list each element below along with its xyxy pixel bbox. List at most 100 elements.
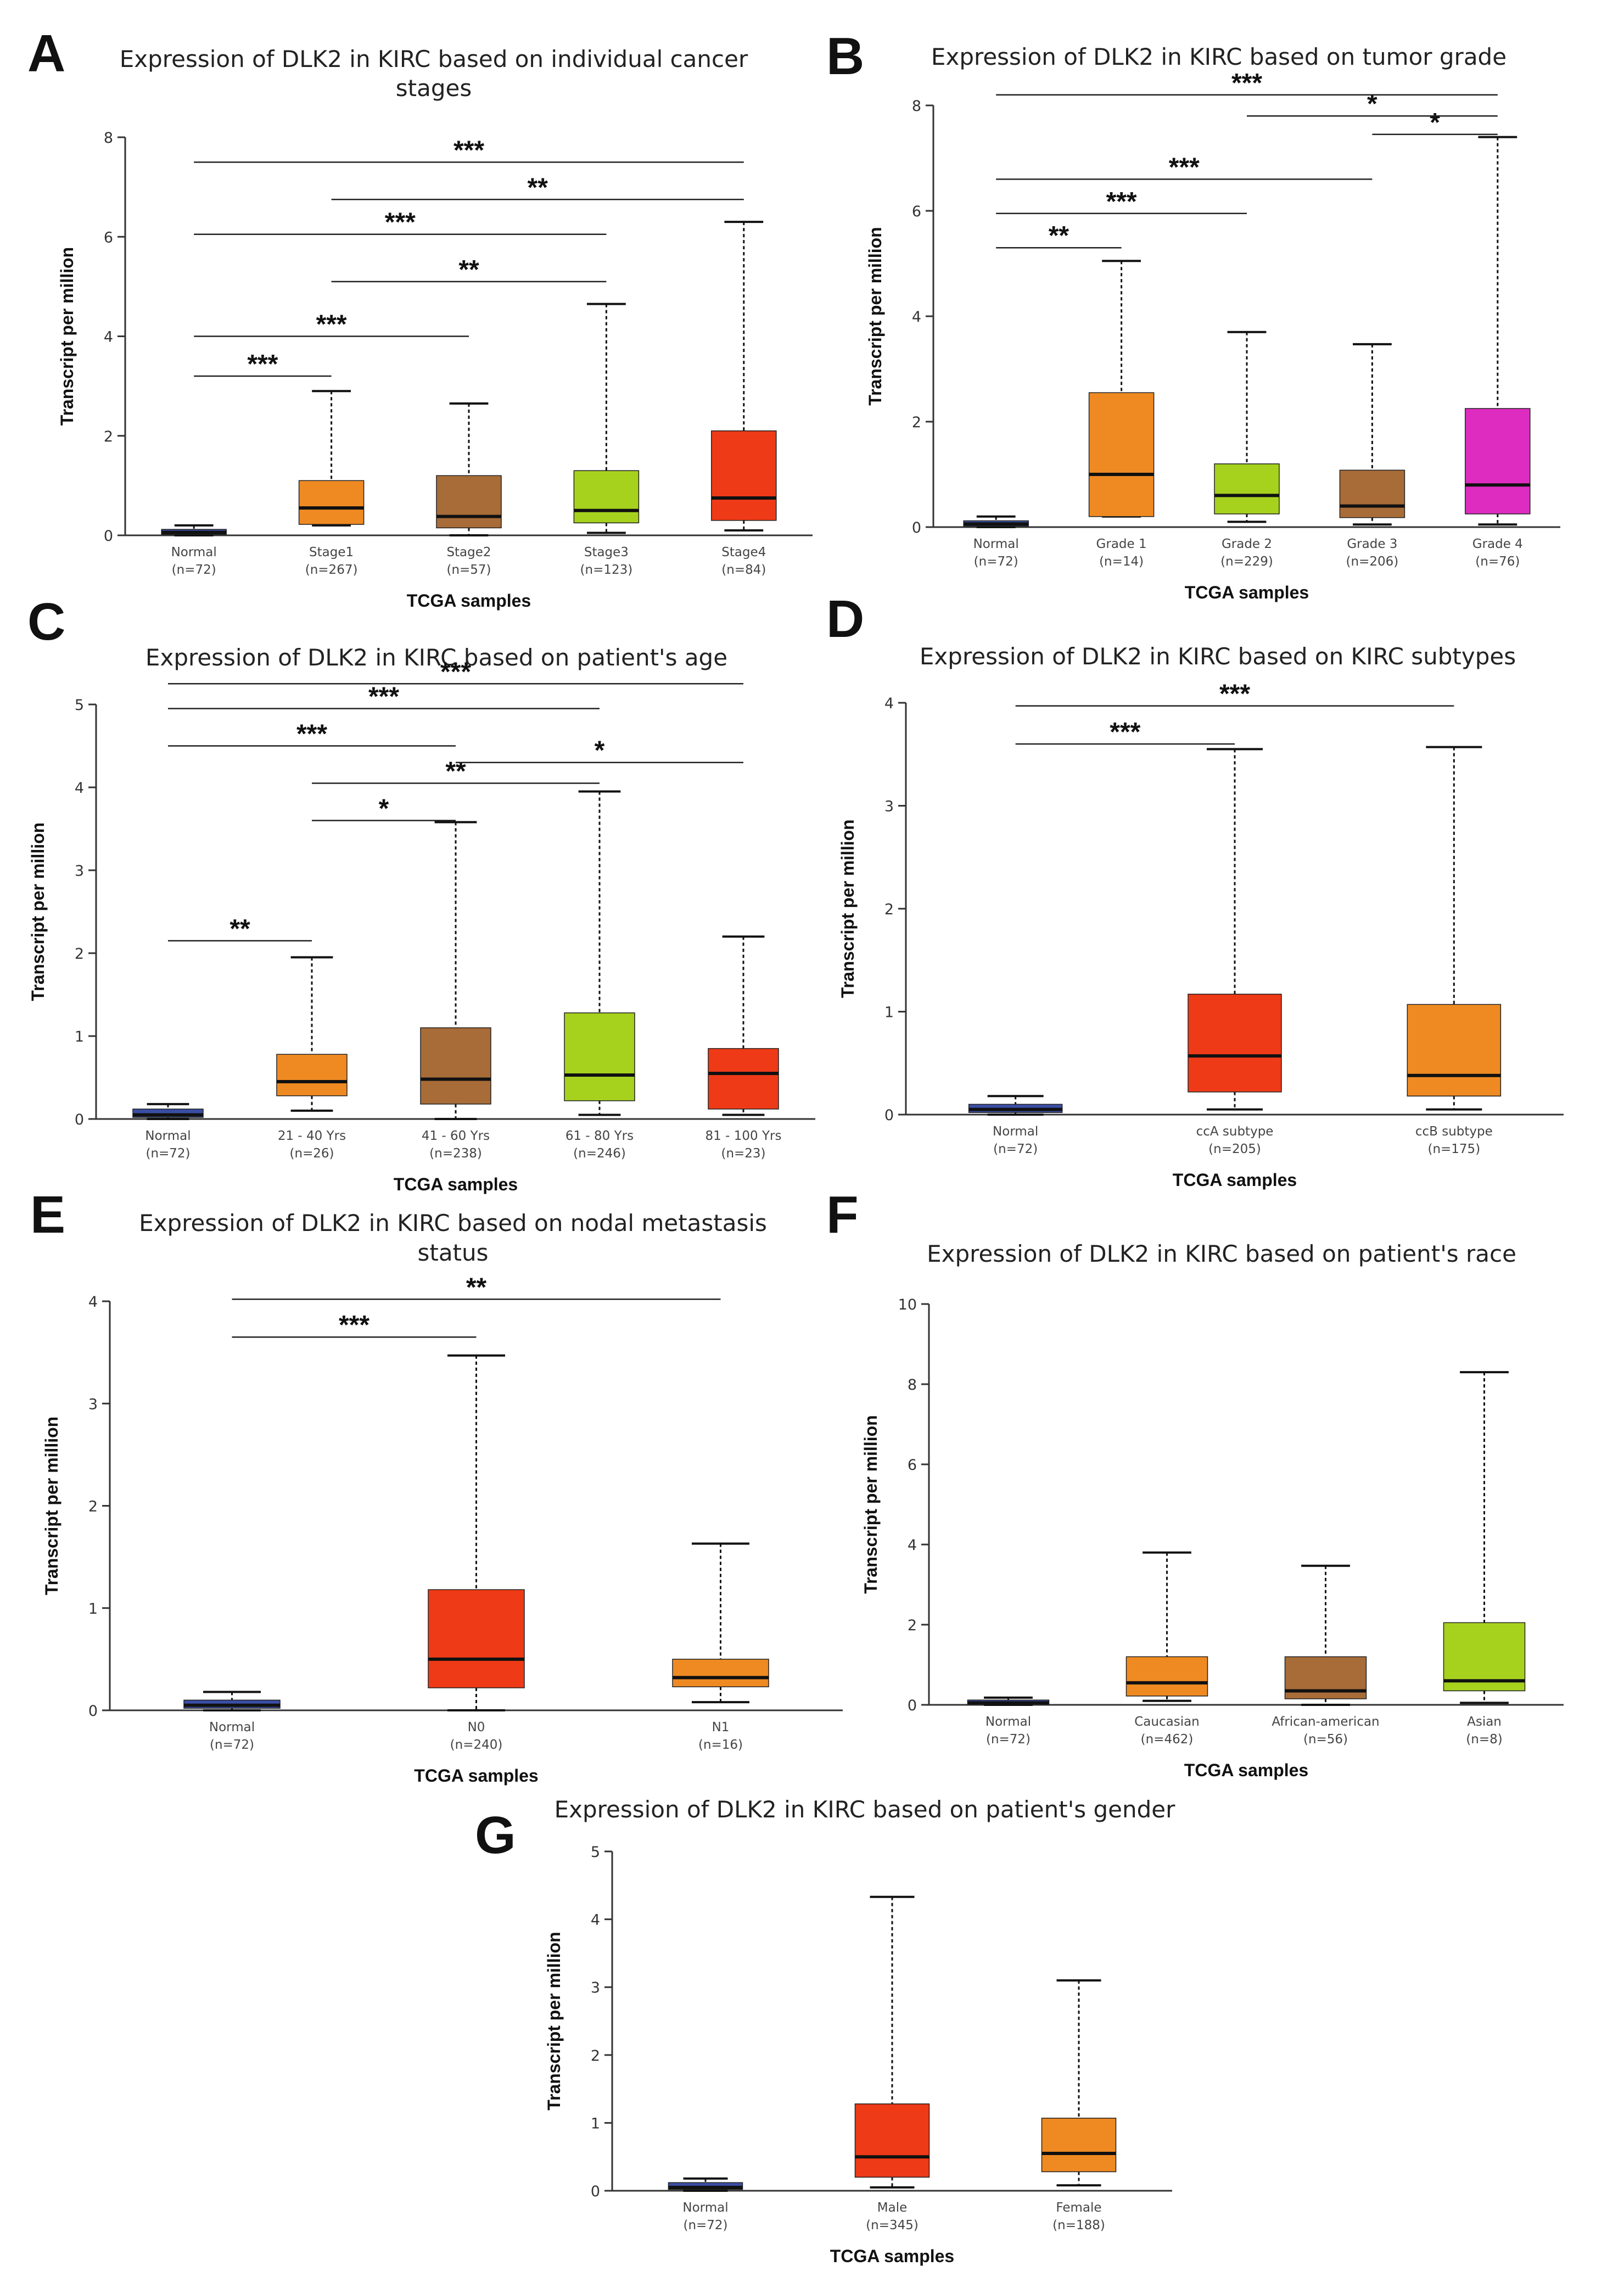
panel-c-y-tick-label: 5 (75, 697, 84, 714)
panel-b-box (1088, 392, 1155, 517)
panel-a-category-label: Stage4 (721, 545, 766, 559)
panel-f: F Expression of DLK2 in KIRC based on pat… (826, 1185, 1564, 1780)
panel-c-y-tick-label: 4 (75, 780, 84, 797)
panel-d-y-tick-label: 4 (884, 695, 894, 712)
panel-a-count-label: (n=123) (580, 563, 633, 577)
panel-c-sig-label: *** (296, 720, 327, 749)
panel-b-y-axis-label: Transcript per million (865, 227, 885, 405)
panel-b-category-label: Grade 2 (1222, 537, 1272, 551)
panel-c-count-label: (n=238) (429, 1146, 482, 1161)
panel-d: D Expression of DLK2 in KIRC based on KIR… (826, 590, 1564, 1190)
panel-f-count-label: (n=72) (986, 1732, 1031, 1747)
panel-a-x-axis-label: TCGA samples (407, 591, 531, 611)
panel-d-box (1188, 993, 1282, 1093)
panel-g-category-label: Male (877, 2201, 907, 2215)
panel-f-box (1284, 1656, 1367, 1699)
panel-c-box (420, 1027, 491, 1105)
panel-b-y-tick-label: 6 (912, 203, 921, 220)
panel-f-y-tick-label: 6 (908, 1457, 917, 1474)
panel-d-category-label: ccA subtype (1196, 1124, 1274, 1139)
panel-f-y-tick-label: 2 (908, 1617, 917, 1634)
panel-c-box (276, 1054, 348, 1096)
panel-a-box (436, 475, 502, 529)
panel-e-y-tick-label: 4 (88, 1294, 98, 1311)
panel-a-count-label: (n=57) (446, 563, 491, 577)
panel-e: E Expression of DLK2 in KIRC based on nod… (30, 1185, 843, 1786)
panel-c-category-label: 61 - 80 Yrs (565, 1129, 634, 1143)
panel-d-title-line: Expression of DLK2 in KIRC based on KIRC… (920, 643, 1516, 670)
panel-d-box (1407, 1004, 1502, 1096)
panel-d-y-axis-label: Transcript per million (838, 819, 858, 998)
panel-e-sig-label: *** (339, 1311, 369, 1340)
panel-e-category-label: Normal (209, 1720, 255, 1734)
panel-g-box (1041, 2117, 1117, 2173)
panel-e-count-label: (n=16) (698, 1738, 743, 1752)
panel-d-count-label: (n=175) (1427, 1142, 1480, 1156)
panel-g-box (854, 2103, 930, 2178)
panel-c-sig-label: *** (440, 657, 471, 686)
panel-b-category-label: Grade 1 (1096, 537, 1147, 551)
panel-b-y-tick-label: 4 (912, 309, 921, 326)
panel-a-sig-label: *** (316, 310, 347, 339)
panel-b-count-label: (n=229) (1220, 555, 1273, 569)
panel-c-y-tick-label: 2 (75, 945, 84, 963)
panel-d-y-tick-label: 2 (884, 901, 894, 918)
panel-b-x-axis-label: TCGA samples (1185, 583, 1309, 602)
panel-e-title-line: status (417, 1239, 488, 1266)
panel-f-category-label: Normal (985, 1715, 1031, 1729)
panel-f-y-tick-label: 8 (908, 1376, 917, 1394)
panel-c-box (564, 1012, 635, 1101)
panel-b-box (1214, 463, 1280, 514)
panel-c-category-label: 41 - 60 Yrs (422, 1129, 490, 1143)
panel-g-count-label: (n=345) (866, 2218, 919, 2232)
panel-a-y-tick-label: 2 (104, 428, 113, 445)
panel-f-y-axis-label: Transcript per million (861, 1415, 881, 1593)
panel-b: B Expression of DLK2 in KIRC based on tum… (826, 27, 1560, 602)
panel-b-title-line: Expression of DLK2 in KIRC based on tumo… (931, 43, 1507, 70)
panel-a-box (298, 480, 365, 525)
panel-b-category-label: Grade 3 (1347, 537, 1397, 551)
panel-f-title-line: Expression of DLK2 in KIRC based on pati… (927, 1240, 1516, 1267)
panel-e-y-tick-label: 1 (88, 1601, 98, 1618)
panel-g-category-label: Normal (682, 2201, 728, 2215)
panel-a-sig-label: *** (453, 136, 484, 165)
panel-e-category-label: N0 (468, 1720, 485, 1734)
panel-c-y-axis-label: Transcript per million (28, 822, 48, 1001)
panel-d-y-tick-label: 3 (884, 798, 894, 815)
panel-a: A Expression of DLK2 in KIRC based on ind… (27, 24, 813, 611)
panel-a-sig-label: ** (458, 255, 479, 284)
panel-d-count-label: (n=72) (993, 1142, 1038, 1156)
panel-c-count-label: (n=246) (573, 1146, 626, 1161)
panel-e-title-line: Expression of DLK2 in KIRC based on noda… (139, 1210, 767, 1236)
panel-f-y-tick-label: 0 (908, 1697, 917, 1714)
panel-g-y-tick-label: 0 (591, 2183, 600, 2200)
panel-f-box (1125, 1656, 1208, 1697)
panel-d-letter: D (826, 590, 864, 648)
panel-b-sig-label: * (1367, 89, 1377, 119)
panel-d-category-label: ccB subtype (1415, 1124, 1493, 1139)
panel-d-category-label: Normal (993, 1124, 1038, 1139)
panel-g-y-tick-label: 4 (591, 1912, 600, 1929)
panel-a-count-label: (n=267) (305, 563, 358, 577)
panel-c-x-axis-label: TCGA samples (394, 1174, 518, 1194)
panel-b-sig-label: *** (1169, 153, 1200, 182)
panel-c-y-tick-label: 3 (75, 863, 84, 880)
panel-a-count-label: (n=72) (172, 563, 216, 577)
panel-a-category-label: Stage2 (446, 545, 491, 559)
panel-b-count-label: (n=206) (1346, 555, 1399, 569)
panel-a-sig-label: *** (247, 350, 278, 379)
panel-d-y-tick-label: 0 (884, 1107, 894, 1124)
panel-c-sig-label: * (595, 736, 605, 765)
panel-d-sig-label: *** (1110, 718, 1140, 747)
panel-b-box (1465, 408, 1531, 514)
panel-c-category-label: 21 - 40 Yrs (278, 1129, 346, 1143)
panel-c-sig-label: *** (368, 682, 399, 712)
panel-c-y-tick-label: 0 (75, 1111, 84, 1128)
panel-c-category-label: Normal (145, 1129, 191, 1143)
panel-a-box (711, 430, 777, 521)
panel-f-letter: F (826, 1185, 859, 1244)
panel-b-category-label: Grade 4 (1472, 537, 1523, 551)
panel-g: G Expression of DLK2 in KIRC based on pat… (475, 1796, 1175, 2266)
panel-a-category-label: Normal (171, 545, 217, 559)
